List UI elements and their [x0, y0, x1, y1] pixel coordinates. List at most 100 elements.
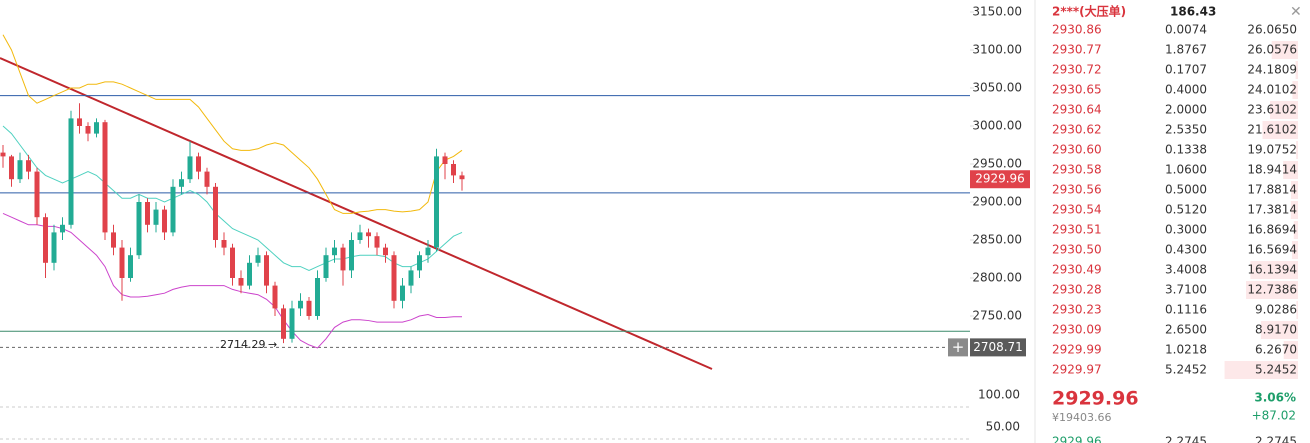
- ask-price: 2930.77: [1052, 43, 1102, 57]
- candle-body: [340, 247, 346, 271]
- ask-cum: 12.7386: [1247, 283, 1297, 297]
- ask-qty: 2.6500: [1165, 323, 1207, 337]
- book-header-name: 2***(大压单): [1052, 4, 1126, 19]
- change: +87.02: [1252, 409, 1296, 423]
- candle-body: [366, 232, 371, 237]
- ask-price: 2930.64: [1052, 103, 1102, 117]
- depth-bar: [1283, 161, 1298, 179]
- bid-cum: 2.2745: [1255, 435, 1297, 443]
- order-book: ✕ 2***(大压单) 186.43 2929.96 ¥19403.66 3.0…: [1052, 4, 1302, 443]
- ask-price: 2930.60: [1052, 143, 1102, 157]
- candle-body: [51, 232, 57, 263]
- ask-cum: 21.6102: [1247, 123, 1297, 137]
- depth-bar: [1250, 261, 1298, 279]
- ask-cum: 16.5694: [1247, 243, 1297, 257]
- candle-body: [306, 300, 312, 316]
- ask-cum: 9.0286: [1255, 303, 1297, 317]
- ask-price: 2930.09: [1052, 323, 1102, 337]
- add-alert-icon: +: [952, 338, 965, 356]
- candle-body: [451, 164, 456, 176]
- candle-body: [323, 255, 329, 278]
- candle-body: [17, 160, 23, 180]
- ask-qty: 0.1338: [1165, 143, 1207, 157]
- candle-body: [9, 156, 14, 180]
- candle-body: [102, 122, 108, 233]
- depth-bar: [1224, 361, 1298, 379]
- ask-qty: 1.0218: [1165, 343, 1207, 357]
- ask-qty: 0.5120: [1165, 203, 1207, 217]
- candle-body: [272, 285, 278, 309]
- candle-body: [128, 255, 133, 278]
- candle-body: [425, 247, 431, 256]
- ask-cum: 24.1809: [1247, 63, 1297, 77]
- add-alert-button[interactable]: [948, 338, 968, 357]
- candle-body: [400, 285, 405, 301]
- ask-price: 2930.86: [1052, 23, 1102, 37]
- ask-cum: 18.9414: [1247, 163, 1297, 177]
- ask-qty: 2.0000: [1165, 103, 1207, 117]
- ask-price: 2930.28: [1052, 283, 1102, 297]
- candle-body: [383, 247, 388, 256]
- candle-body: [170, 186, 176, 233]
- ask-cum: 24.0102: [1247, 83, 1297, 97]
- sub-y-tick-label: 100.00: [978, 388, 1020, 402]
- upper-line: [2, 34, 463, 214]
- candle-body: [289, 308, 295, 339]
- candle-body: [77, 118, 82, 126]
- last-price-tag: [970, 170, 1030, 189]
- ask-qty: 0.4000: [1165, 83, 1207, 97]
- ask-price: 2930.56: [1052, 183, 1102, 197]
- ask-price: 2930.50: [1052, 243, 1102, 257]
- ask-price: 2929.99: [1052, 343, 1102, 357]
- close-button[interactable]: ✕: [1290, 4, 1302, 20]
- bid-qty: 2.2745: [1165, 435, 1207, 443]
- candle-body: [153, 209, 159, 225]
- ask-cum: 16.8694: [1247, 223, 1297, 237]
- ask-qty: 2.5350: [1165, 123, 1207, 137]
- ask-qty: 0.5000: [1165, 183, 1207, 197]
- ask-cum: 26.0576: [1247, 43, 1297, 57]
- ask-cum: 16.1394: [1247, 263, 1297, 277]
- y-tick-label: 3100.00: [972, 43, 1022, 57]
- candle-body: [85, 126, 91, 134]
- candle-body: [221, 240, 227, 248]
- y-tick-label: 2850.00: [972, 233, 1022, 247]
- ask-cum: 17.8814: [1247, 183, 1297, 197]
- depth-bar: [1292, 81, 1298, 99]
- candle-body: [247, 262, 252, 286]
- ask-price: 2930.49: [1052, 263, 1102, 277]
- depth-bar: [1296, 141, 1298, 159]
- cursor-price-tag: [970, 338, 1026, 357]
- ask-qty: 0.3000: [1165, 223, 1207, 237]
- ask-price: 2930.65: [1052, 83, 1102, 97]
- ask-cum: 26.0650: [1247, 23, 1297, 37]
- ask-cum: 19.0752: [1247, 143, 1297, 157]
- depth-bar: [1246, 281, 1298, 299]
- candle-body: [119, 247, 125, 278]
- candle-body: [94, 122, 99, 134]
- candle-body: [196, 156, 201, 172]
- candle-body: [213, 186, 218, 240]
- last-price-cny: ¥19403.66: [1052, 411, 1112, 424]
- candle-body: [391, 255, 397, 301]
- ask-cum: 23.6102: [1247, 103, 1297, 117]
- y-tick-label: 3000.00: [972, 119, 1022, 133]
- candle-body: [230, 247, 235, 278]
- candle-body: [60, 224, 65, 233]
- candle-body: [26, 160, 31, 172]
- y-tick-label: 3150.00: [972, 5, 1022, 19]
- low-marker-label: 2714.29: [220, 338, 266, 351]
- book-header-value: 186.43: [1170, 5, 1216, 19]
- ask-price: 2930.54: [1052, 203, 1102, 217]
- ask-price: 2929.97: [1052, 363, 1102, 377]
- depth-bar: [1296, 301, 1298, 319]
- depth-bar: [1270, 101, 1298, 119]
- candle-body: [442, 156, 448, 164]
- ask-qty: 1.8767: [1165, 43, 1207, 57]
- ask-qty: 0.1116: [1165, 303, 1207, 317]
- candle-body: [145, 202, 150, 225]
- ask-cum: 8.9170: [1255, 323, 1297, 337]
